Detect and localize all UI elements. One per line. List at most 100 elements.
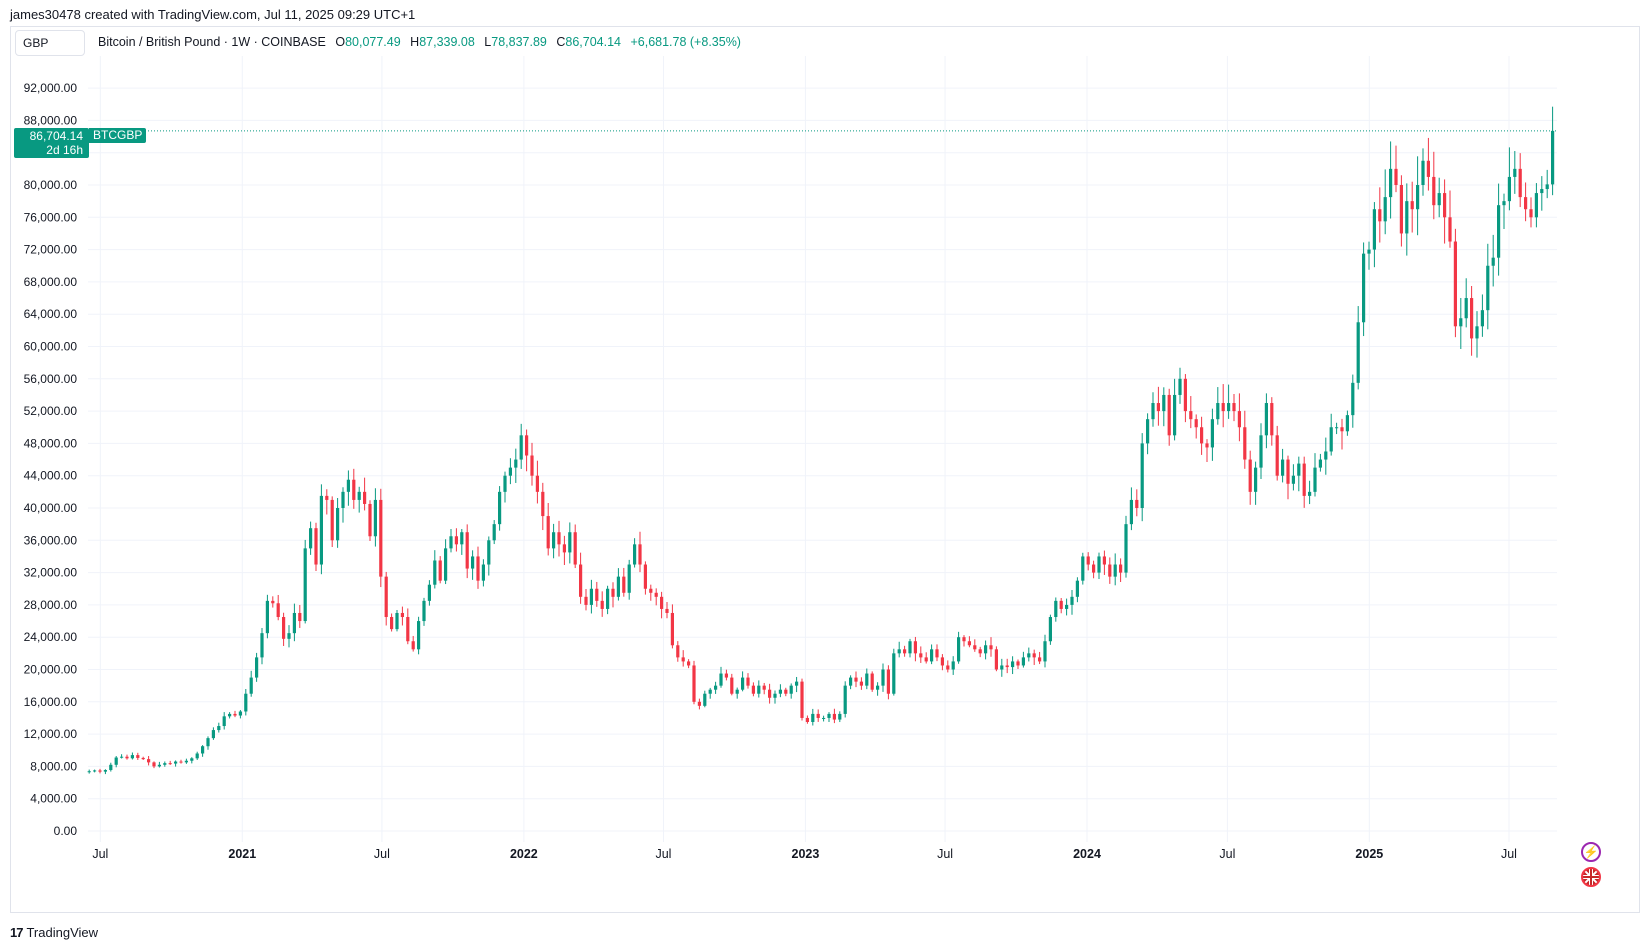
- candle-body: [870, 673, 874, 690]
- candle-body: [1135, 499, 1139, 508]
- candle-body: [1243, 427, 1247, 460]
- candle-body: [406, 617, 410, 642]
- candle-body: [352, 479, 356, 500]
- candle-body: [525, 435, 529, 456]
- candle-body: [762, 685, 766, 690]
- candle-body: [1173, 394, 1177, 436]
- candle-body: [552, 532, 556, 549]
- candle-body: [989, 645, 993, 650]
- y-tick-label: 16,000.00: [24, 695, 78, 709]
- candle-body: [919, 653, 923, 658]
- close-key: C: [556, 35, 566, 49]
- candle-body: [1259, 435, 1263, 468]
- candle-body: [211, 730, 215, 739]
- lightning-icon[interactable]: ⚡: [1581, 842, 1601, 862]
- change-value: +6,681.78 (+8.35%): [630, 35, 741, 49]
- candle-body: [487, 540, 491, 565]
- candle-body: [1345, 415, 1349, 432]
- candle-body: [1070, 596, 1074, 605]
- tradingview-logo[interactable]: 17 TradingView: [10, 925, 98, 940]
- candle-body: [1124, 524, 1128, 573]
- candle-body: [606, 588, 610, 609]
- candle-body: [454, 536, 458, 545]
- candle-body: [1524, 197, 1528, 210]
- open-value: 80,077.49: [345, 35, 401, 49]
- candle-body: [465, 532, 469, 569]
- candle-body: [859, 681, 863, 686]
- candle-body: [1372, 209, 1376, 250]
- candle-body: [217, 726, 221, 731]
- x-tick-label: Jul: [655, 847, 671, 861]
- candle-body: [789, 685, 793, 694]
- candle-body: [1237, 411, 1241, 428]
- candle-body: [114, 757, 118, 765]
- candle-body: [411, 641, 415, 650]
- candle-body: [568, 532, 572, 553]
- candle-body: [1065, 604, 1069, 609]
- candle-body: [1507, 176, 1511, 202]
- candle-body: [303, 548, 307, 622]
- candle-body: [141, 757, 145, 760]
- chart-credit: james30478 created with TradingView.com,…: [10, 7, 416, 22]
- candle-body: [973, 645, 977, 650]
- candle-body: [751, 685, 755, 694]
- candle-body: [1545, 184, 1549, 190]
- candle-body: [1513, 168, 1517, 177]
- candle-body: [903, 649, 907, 654]
- candle-body: [692, 665, 696, 702]
- candle-body: [206, 738, 210, 747]
- candle-body: [1394, 168, 1398, 185]
- candle-body: [1194, 419, 1198, 428]
- close-value: 86,704.14: [565, 35, 621, 49]
- candle-body: [962, 637, 966, 642]
- high-value: 87,339.08: [419, 35, 475, 49]
- candle-body: [886, 669, 890, 694]
- candle-body: [676, 645, 680, 658]
- y-tick-label: 68,000.00: [24, 275, 78, 289]
- candle-body: [1448, 217, 1452, 242]
- candle-body: [1534, 193, 1538, 218]
- uk-flag-icon[interactable]: [1581, 867, 1601, 887]
- y-tick-label: 60,000.00: [24, 340, 78, 354]
- candle-body: [314, 528, 318, 565]
- candle-body: [687, 661, 691, 666]
- candle-body: [1313, 467, 1317, 492]
- candle-body: [643, 564, 647, 589]
- candle-body: [260, 633, 264, 658]
- y-tick-label: 24,000.00: [24, 630, 78, 644]
- y-tick-label: 56,000.00: [24, 372, 78, 386]
- candle-body: [1216, 403, 1220, 420]
- candle-body: [265, 600, 269, 634]
- candle-body: [357, 491, 361, 500]
- candle-body: [1254, 467, 1258, 492]
- x-tick-label: Jul: [1219, 847, 1235, 861]
- candle-body: [1248, 459, 1252, 492]
- candle-body: [1221, 403, 1225, 412]
- candle-body: [1351, 382, 1355, 416]
- currency-selector[interactable]: GBP: [15, 30, 85, 56]
- candle-body: [460, 532, 464, 545]
- candle-body: [244, 693, 248, 712]
- candle-body: [222, 716, 226, 727]
- tradingview-mark-icon: 17: [10, 925, 24, 940]
- candle-body: [735, 689, 739, 694]
- candle-body: [1529, 209, 1533, 218]
- y-tick-label: 0.00: [54, 824, 78, 838]
- candle-body: [238, 711, 242, 716]
- y-tick-label: 72,000.00: [24, 243, 78, 257]
- open-key: O: [335, 35, 346, 49]
- y-tick-label: 76,000.00: [24, 210, 78, 224]
- candle-body: [730, 677, 734, 694]
- candle-body: [1302, 463, 1306, 496]
- candle-body: [1183, 378, 1187, 412]
- candle-body: [1113, 564, 1117, 577]
- candle-body: [930, 649, 934, 662]
- candle-body: [228, 713, 232, 717]
- candle-body: [1486, 265, 1490, 311]
- candle-body: [152, 762, 156, 767]
- candle-body: [341, 491, 345, 508]
- candle-body: [951, 661, 955, 670]
- candle-body: [579, 564, 583, 597]
- candle-body: [935, 649, 939, 658]
